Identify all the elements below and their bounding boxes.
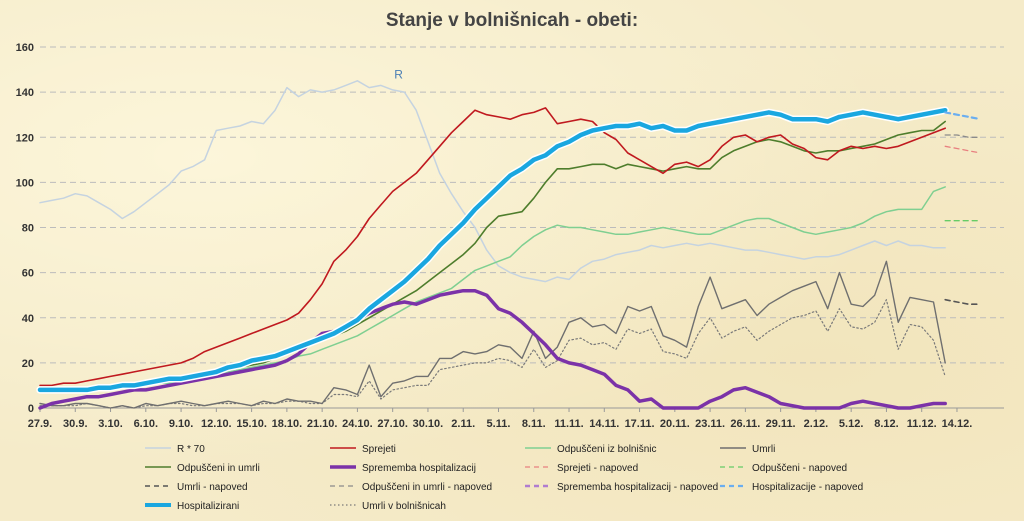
x-tick-label: 30.9. — [63, 418, 87, 430]
chart-title: Stanje v bolnišnicah - obeti: — [385, 10, 639, 31]
y-tick-label: 80 — [22, 223, 34, 235]
x-tick-label: 14.11. — [589, 418, 619, 430]
legend-sprememba-hospitalizacij-napoved-label: Sprememba hospitalizacij - napoved — [557, 482, 718, 493]
x-tick-label: 29.11. — [766, 418, 796, 430]
x-tick-label: 8.11. — [522, 418, 546, 430]
series-sprejeti-napoved — [944, 145, 982, 154]
annotation-r-label: R — [394, 68, 403, 82]
x-tick-label: 5.11. — [487, 418, 511, 430]
x-tick-label: 2.11. — [451, 418, 475, 430]
x-tick-label: 27.10. — [377, 418, 408, 430]
y-tick-label: 40 — [22, 313, 34, 325]
x-tick-label: 18.10. — [272, 418, 303, 430]
legend-odpusceni-in-umrli-napoved-label: Odpuščeni in umrli - napoved — [362, 482, 492, 493]
legend-umrli-v-bolnisnicah-label: Umrli v bolnišnicah — [362, 501, 446, 512]
y-tick-label: 60 — [22, 268, 34, 280]
x-tick-label: 30.10. — [413, 418, 444, 430]
x-tick-label: 6.10. — [134, 418, 158, 430]
x-tick-label: 26.11. — [730, 418, 760, 430]
x-tick-label: 14.12. — [942, 418, 973, 430]
x-tick-label: 27.9. — [28, 418, 52, 430]
series-sprejeti — [39, 107, 947, 387]
y-tick-label: 140 — [16, 87, 34, 99]
x-tick-label: 21.10. — [307, 418, 338, 430]
x-tick-label: 23.11. — [695, 418, 725, 430]
series-hospitalizirani — [37, 107, 948, 393]
legend-sprememba-hospitalizacij-label: Sprememba hospitalizacij — [362, 463, 476, 474]
series-r-70 — [39, 80, 946, 283]
legend-sprejeti-label: Sprejeti — [362, 444, 396, 455]
x-tick-label: 9.10. — [169, 418, 193, 430]
series-umrli-napoved — [944, 298, 982, 306]
legend-umrli-label: Umrli — [752, 444, 775, 455]
series-hospitalizacije-napoved — [944, 111, 982, 121]
series-umrli-v-bolnisnicah — [39, 299, 946, 409]
x-tick-label: 3.10. — [98, 418, 122, 430]
x-tick-label: 12.10. — [201, 418, 232, 430]
y-tick-label: 20 — [22, 358, 34, 370]
legend-hospitalizirani-label: Hospitalizirani — [177, 501, 239, 512]
x-tick-label: 11.12. — [907, 418, 937, 430]
x-tick-label: 5.12. — [839, 418, 863, 430]
legend-odpusceni-in-umrli-label: Odpuščeni in umrli — [177, 463, 260, 474]
x-tick-label: 20.11. — [660, 418, 690, 430]
legend-r-70-label: R * 70 — [177, 444, 205, 455]
legend-sprejeti-napoved-label: Sprejeti - napoved — [557, 463, 638, 474]
series-sprememba-hospitalizacij — [38, 288, 947, 410]
x-tick-label: 15.10. — [236, 418, 267, 430]
y-tick-label: 120 — [16, 132, 34, 144]
x-tick-label: 2.12. — [804, 418, 828, 430]
legend-hospitalizacije-napoved-label: Hospitalizacije - napoved — [752, 482, 863, 493]
series-umrli — [39, 260, 946, 409]
x-tick-label: 11.11. — [554, 418, 583, 430]
x-tick-label: 24.10. — [342, 418, 373, 430]
y-tick-label: 100 — [16, 177, 34, 189]
legend-umrli-napoved-label: Umrli - napoved — [177, 482, 248, 493]
series-odpusceni-iz-bolnisnic — [39, 186, 946, 391]
legend-odpusceni-iz-bolnisnic-label: Odpuščeni iz bolnišnic — [557, 444, 657, 455]
legend-odpusceni-napoved-label: Odpuščeni - napoved — [752, 463, 847, 474]
y-tick-label: 160 — [16, 42, 34, 54]
series-odpusceni-in-umrli-napoved — [944, 134, 982, 138]
x-tick-label: 17.11. — [625, 418, 655, 430]
x-tick-label: 8.12. — [874, 418, 898, 430]
y-tick-label: 0 — [28, 403, 34, 415]
